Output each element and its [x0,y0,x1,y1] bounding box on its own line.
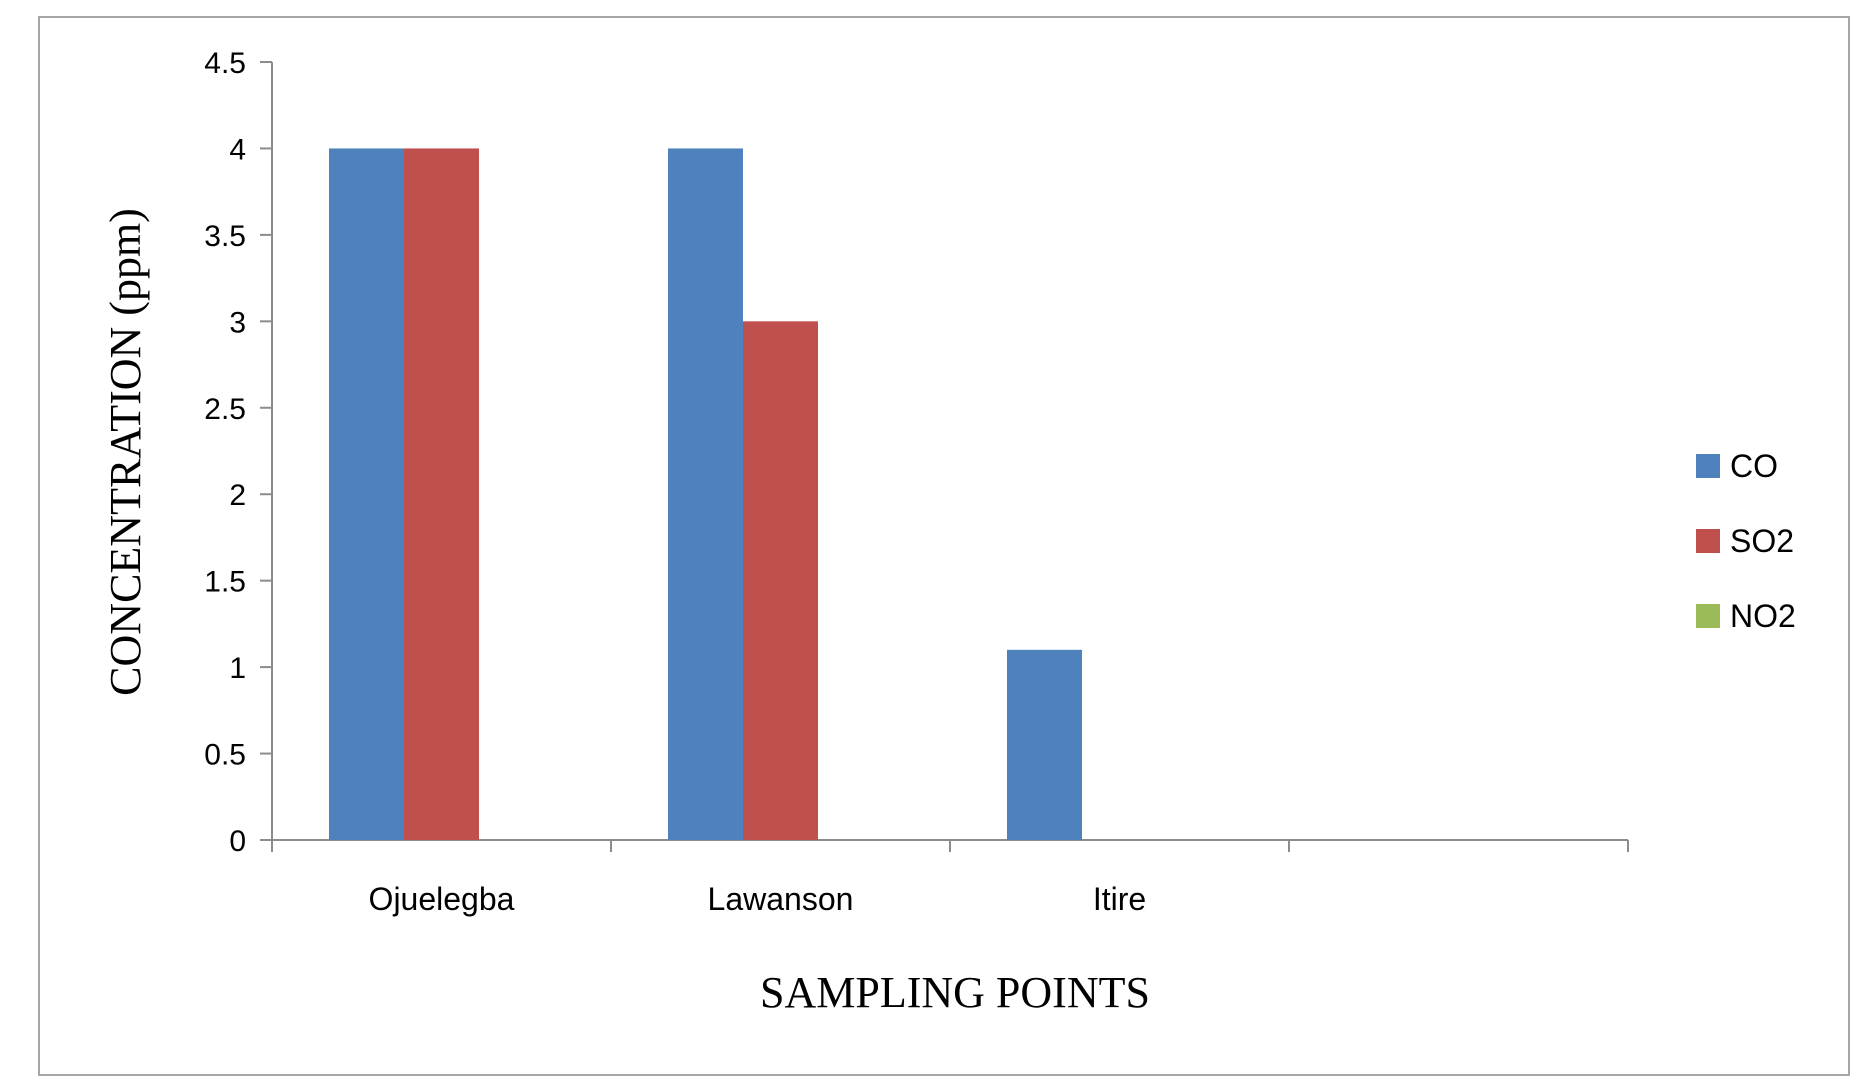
y-tick-label: 1 [229,652,246,685]
y-tick-label: 3 [229,306,246,339]
y-tick-label: 3.5 [204,220,246,253]
x-tick-label: Ojuelegba [369,881,515,917]
legend: CO SO2 NO2 [1696,448,1796,634]
legend-label-so2: SO2 [1730,523,1794,559]
y-tick-label: 4.5 [204,47,246,80]
legend-label-co: CO [1730,448,1778,484]
y-axis: 0 0.5 1 1.5 2 2.5 3 3.5 4 4.5 [204,47,273,858]
y-tick-label: 2 [229,479,246,512]
x-tick-label: Itire [1093,881,1146,917]
bar-so2-ojuelegba [404,148,479,840]
bar-co-ojuelegba [329,148,404,840]
bars [329,148,1082,840]
bar-co-lawanson [668,148,743,840]
y-tick-label: 1.5 [204,566,246,599]
y-tick-label: 0.5 [204,739,246,772]
y-tick-label: 4 [229,133,246,166]
bar-so2-lawanson [743,321,818,840]
y-tick-label: 0 [229,825,246,858]
x-axis-title: SAMPLING POINTS [760,968,1150,1017]
y-axis-title: CONCENTRATION (ppm) [101,208,150,696]
bar-co-itire [1007,649,1082,840]
x-axis: Ojuelegba Lawanson Itire [271,839,1629,917]
legend-swatch-co [1696,454,1720,478]
legend-label-no2: NO2 [1730,598,1796,634]
x-tick-label: Lawanson [708,881,854,917]
y-tick-label: 2.5 [204,393,246,426]
legend-swatch-no2 [1696,604,1720,628]
legend-swatch-so2 [1696,529,1720,553]
